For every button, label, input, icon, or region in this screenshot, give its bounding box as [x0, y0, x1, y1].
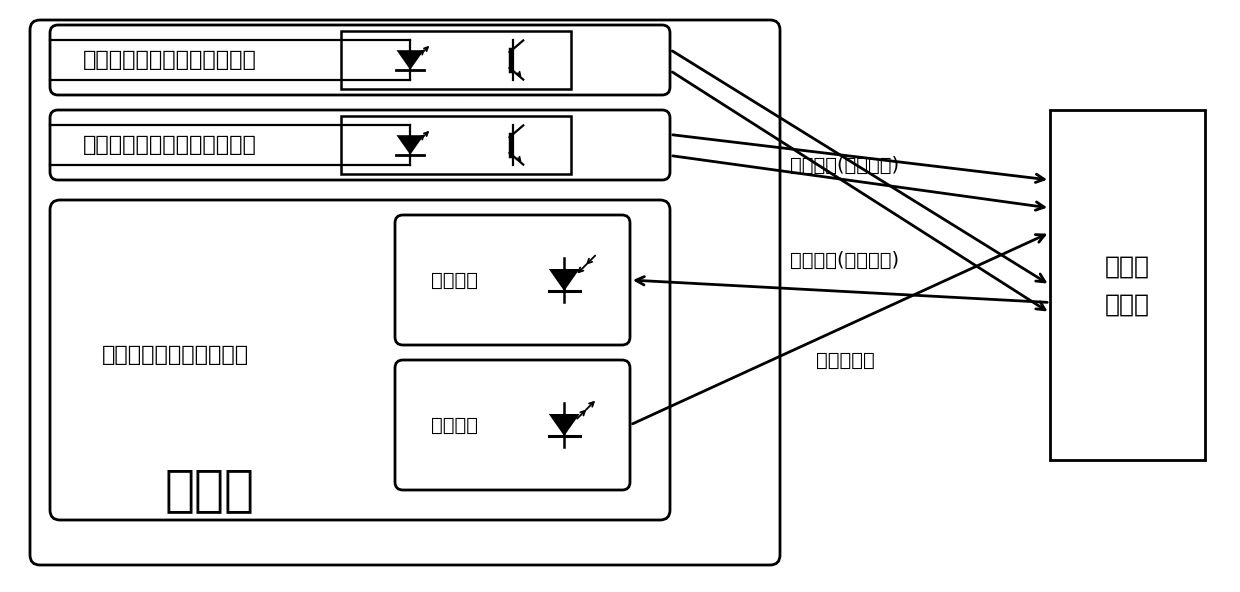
FancyBboxPatch shape [396, 215, 630, 345]
Text: 时钟误差输出端口的硬件电路: 时钟误差输出端口的硬件电路 [83, 50, 257, 70]
Text: 光耦输出(引线接触): 光耦输出(引线接触) [790, 156, 899, 175]
Text: 红外接收: 红外接收 [432, 271, 479, 289]
Text: 电能表: 电能表 [1105, 255, 1149, 279]
FancyBboxPatch shape [396, 360, 630, 490]
Polygon shape [397, 135, 424, 155]
FancyBboxPatch shape [50, 200, 670, 520]
Polygon shape [549, 269, 579, 291]
FancyBboxPatch shape [30, 20, 780, 565]
Text: 红外通讯接口的硬件电路: 红外通讯接口的硬件电路 [102, 345, 248, 365]
Polygon shape [397, 50, 424, 70]
Text: 红外光通讯: 红外光通讯 [816, 350, 874, 369]
Bar [341, 115, 570, 175]
Text: 检验台: 检验台 [1105, 293, 1149, 317]
Text: 红外发送: 红外发送 [432, 416, 479, 435]
Text: 计量误差输出端口的硬件电路: 计量误差输出端口的硬件电路 [83, 135, 257, 155]
FancyBboxPatch shape [50, 25, 670, 95]
Polygon shape [549, 414, 579, 436]
FancyBboxPatch shape [50, 110, 670, 180]
Bar [1050, 110, 1205, 460]
Text: 光耦输出(引线接触): 光耦输出(引线接触) [790, 250, 899, 269]
Text: 电能表: 电能表 [165, 466, 255, 514]
Bar [341, 31, 570, 89]
